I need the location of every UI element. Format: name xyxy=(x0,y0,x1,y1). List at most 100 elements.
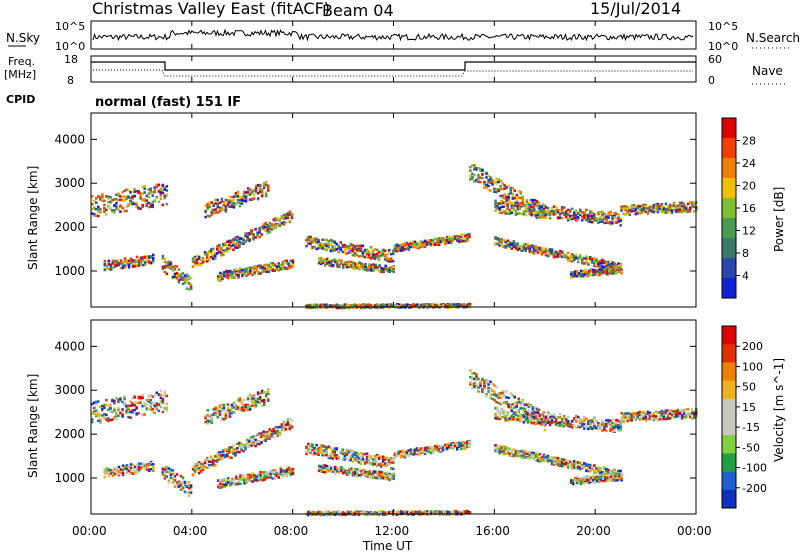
range-cell xyxy=(475,384,478,388)
range-cell xyxy=(157,393,161,396)
range-cell xyxy=(232,238,235,241)
range-cell xyxy=(313,240,316,244)
range-cell xyxy=(191,257,195,261)
range-cell xyxy=(109,200,112,203)
range-cell xyxy=(127,266,131,269)
range-cell xyxy=(260,188,264,191)
range-cell xyxy=(234,238,237,241)
range-cell xyxy=(125,408,128,411)
range-cell xyxy=(159,396,163,400)
range-cell xyxy=(240,237,243,240)
range-cell xyxy=(265,473,268,477)
range-cell xyxy=(593,257,596,260)
range-cell xyxy=(311,246,314,250)
range-cell xyxy=(568,210,572,213)
range-cell xyxy=(373,462,377,466)
range-cell xyxy=(593,262,596,265)
range-cell xyxy=(216,245,219,248)
range-cell xyxy=(538,214,542,217)
range-cell xyxy=(584,270,587,274)
range-cell xyxy=(577,257,580,260)
colorbar-tick-label: 12 xyxy=(742,225,756,238)
range-cell xyxy=(560,206,564,209)
range-cell xyxy=(249,479,252,482)
range-cell xyxy=(375,248,379,252)
range-cell xyxy=(385,253,389,257)
range-cell xyxy=(605,262,608,266)
range-cell xyxy=(225,271,228,274)
range-cell xyxy=(345,244,349,248)
range-cell xyxy=(544,247,548,250)
range-cell xyxy=(548,209,552,213)
range-cell xyxy=(95,197,98,200)
range-cell xyxy=(216,204,219,207)
range-cell xyxy=(137,258,141,262)
range-cell xyxy=(240,241,243,245)
range-cell xyxy=(353,453,357,456)
range-cell xyxy=(546,206,550,210)
nave-tick-bottom: 0 xyxy=(708,74,715,87)
range-cell xyxy=(523,403,527,407)
range-cell xyxy=(317,453,320,456)
range-cell xyxy=(458,235,461,238)
range-cell xyxy=(258,401,262,404)
range-cell xyxy=(346,470,349,474)
range-cell xyxy=(279,473,283,477)
range-cell xyxy=(315,452,318,456)
range-cell xyxy=(173,272,177,276)
range-cell xyxy=(271,269,274,272)
range-cell xyxy=(107,472,111,476)
range-cell xyxy=(191,474,195,477)
range-cell xyxy=(617,217,620,220)
range-cell xyxy=(222,449,225,452)
power-colorbar-label: Power [dB] xyxy=(772,187,786,252)
range-cell xyxy=(249,271,252,275)
range-cell xyxy=(206,254,209,257)
range-cell xyxy=(99,198,102,201)
range-cell xyxy=(595,219,598,222)
range-cell xyxy=(485,393,488,396)
range-cell xyxy=(415,242,419,245)
range-cell xyxy=(224,210,228,213)
range-cell xyxy=(603,259,606,263)
range-cell xyxy=(358,474,361,477)
range-cell xyxy=(499,393,502,396)
range-cell xyxy=(636,212,639,215)
range-cell xyxy=(528,250,532,253)
range-cell xyxy=(432,305,435,308)
range-cell xyxy=(210,249,213,252)
range-cell xyxy=(161,398,165,401)
range-cell xyxy=(358,468,361,471)
range-cell xyxy=(456,239,459,242)
range-cell xyxy=(574,270,577,274)
range-cell xyxy=(243,268,246,271)
range-cell xyxy=(620,272,623,275)
range-cell xyxy=(121,265,125,269)
range-cell xyxy=(155,196,158,199)
range-cell xyxy=(325,446,328,449)
range-cell xyxy=(518,247,521,250)
range-cell xyxy=(280,427,284,431)
range-cell xyxy=(286,421,290,424)
range-cell xyxy=(579,257,582,260)
range-cell xyxy=(241,478,244,482)
range-cell xyxy=(99,417,102,421)
range-cell xyxy=(218,452,221,456)
range-cell xyxy=(258,188,262,191)
range-cell xyxy=(329,238,332,242)
range-cell xyxy=(386,270,389,273)
range-cell xyxy=(282,223,286,226)
range-cell xyxy=(199,262,203,265)
range-cell xyxy=(532,206,536,210)
range-cell xyxy=(151,203,154,207)
range-cell xyxy=(161,257,165,260)
range-cell xyxy=(203,465,207,469)
range-cell xyxy=(388,462,391,465)
range-cell xyxy=(489,380,492,384)
range-cell xyxy=(259,476,262,479)
range-cell xyxy=(518,202,521,205)
range-cell xyxy=(129,472,133,476)
range-cell xyxy=(286,424,290,428)
range-cell xyxy=(236,442,239,446)
range-cell xyxy=(246,235,249,238)
